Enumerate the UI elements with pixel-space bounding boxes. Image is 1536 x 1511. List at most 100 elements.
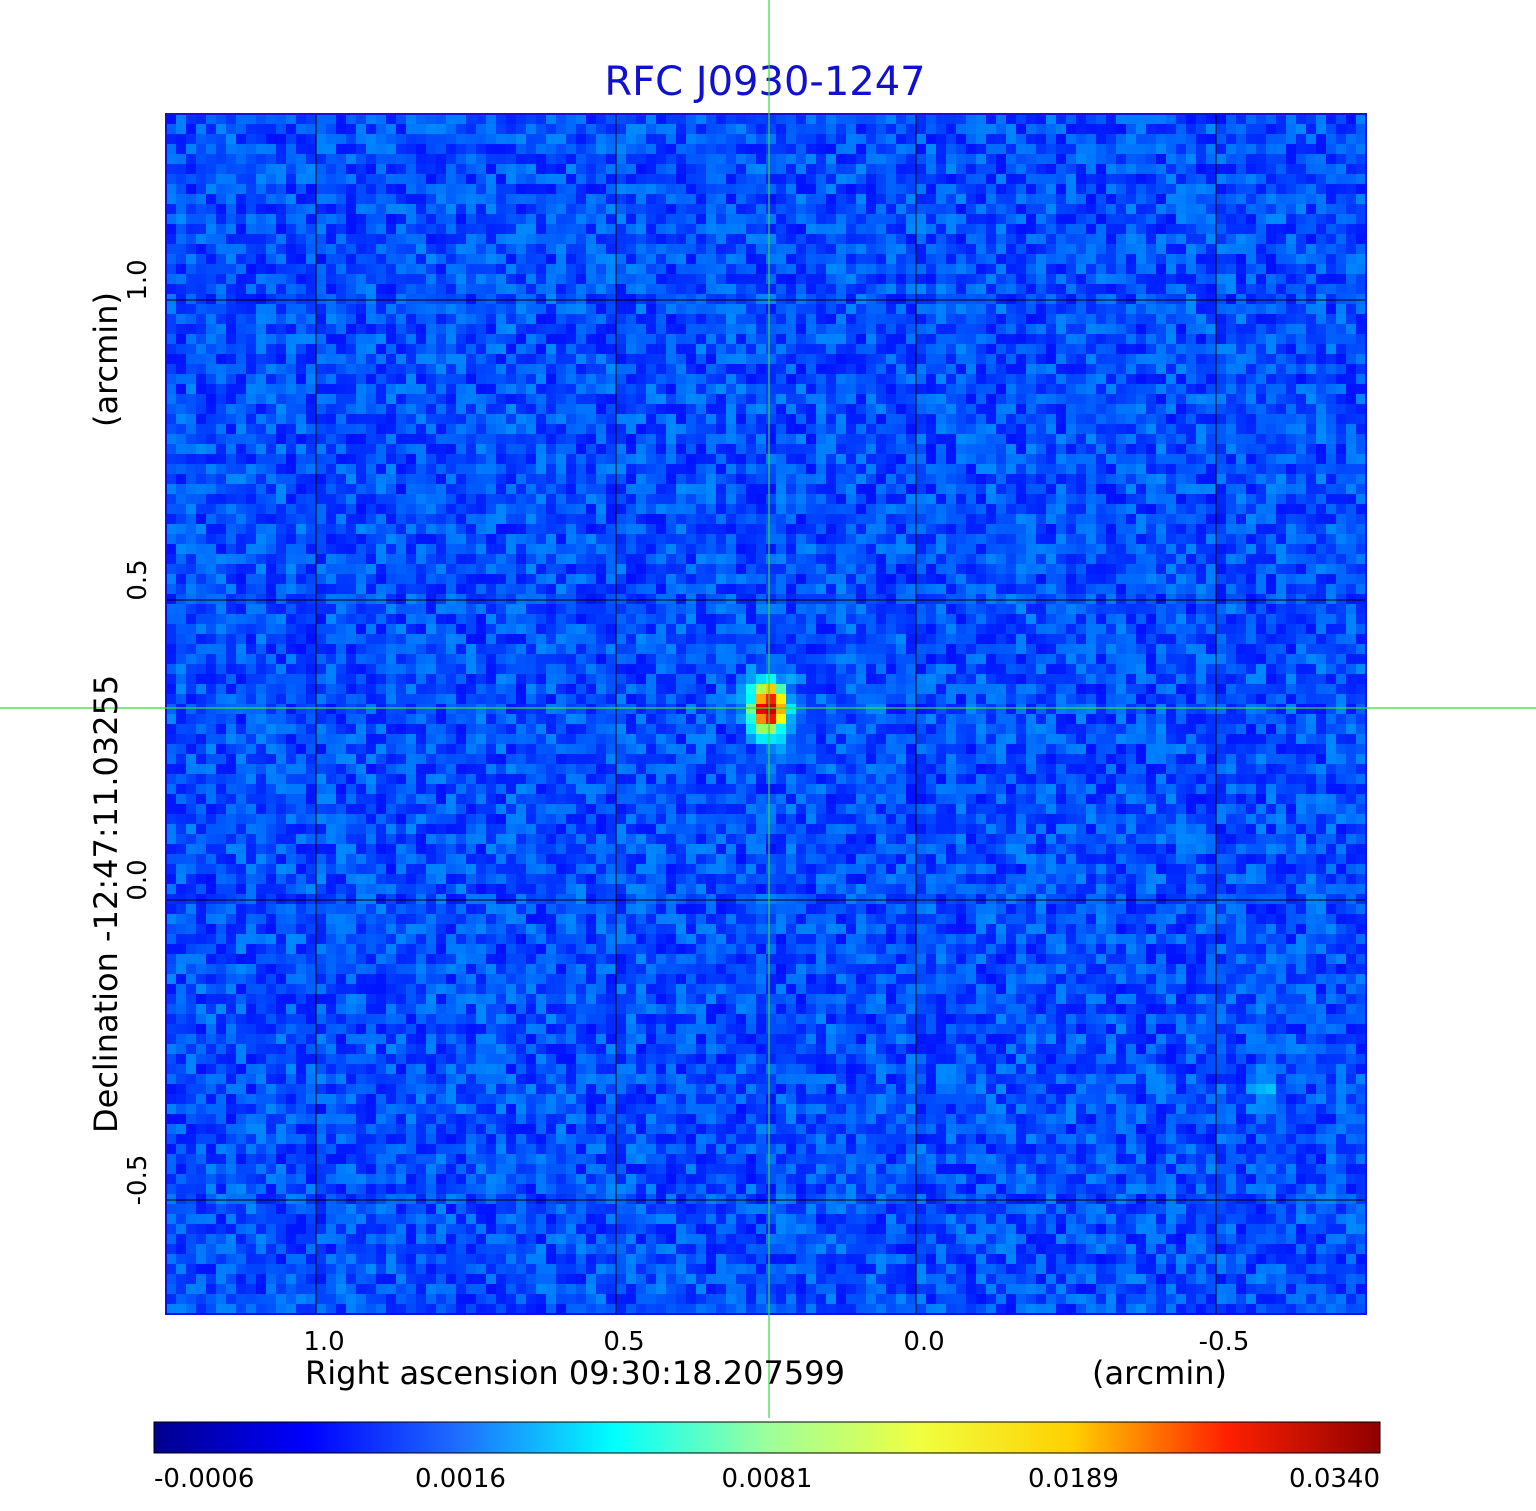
heatmap-cell [766, 424, 777, 435]
heatmap-cell [706, 524, 717, 535]
heatmap-cell [796, 524, 807, 535]
heatmap-cell [716, 294, 727, 305]
heatmap-cell [716, 254, 727, 265]
heatmap-cell [536, 514, 547, 525]
heatmap-cell [1226, 374, 1237, 385]
heatmap-cell [896, 464, 907, 475]
heatmap-cell [1216, 194, 1227, 205]
heatmap-cell [306, 164, 317, 175]
heatmap-cell [496, 174, 507, 185]
heatmap-cell [1136, 124, 1147, 135]
heatmap-cell [396, 194, 407, 205]
heatmap-cell [926, 184, 937, 195]
heatmap-cell [586, 494, 597, 505]
heatmap-cell [856, 384, 867, 395]
heatmap-cell [1046, 394, 1057, 405]
heatmap-cell [486, 404, 497, 415]
heatmap-cell [696, 124, 707, 135]
heatmap-cell [1296, 364, 1307, 375]
heatmap-cell [796, 204, 807, 215]
heatmap-cell [466, 294, 477, 305]
heatmap-cell [346, 424, 357, 435]
heatmap-cell [1076, 244, 1087, 255]
heatmap-cell [536, 114, 547, 125]
heatmap-cell [1356, 514, 1367, 525]
heatmap-cell [576, 264, 587, 275]
heatmap-cell [386, 194, 397, 205]
heatmap-cell [176, 204, 187, 215]
heatmap-cell [596, 494, 607, 505]
heatmap-cell [546, 524, 557, 535]
heatmap-cell [686, 474, 697, 485]
heatmap-cell [396, 114, 407, 125]
heatmap-cell [1256, 374, 1267, 385]
heatmap-cell [1226, 464, 1237, 475]
heatmap-cell [916, 374, 927, 385]
heatmap-cell [566, 384, 577, 395]
heatmap-cell [736, 164, 747, 175]
heatmap-cell [1346, 144, 1357, 155]
heatmap-cell [676, 474, 687, 485]
heatmap-cell [166, 274, 177, 285]
heatmap-cell [1236, 314, 1247, 325]
heatmap-cell [206, 294, 217, 305]
heatmap-cell [716, 494, 727, 505]
heatmap-cell [686, 134, 697, 145]
heatmap-cell [386, 354, 397, 365]
heatmap-cell [856, 304, 867, 315]
heatmap-cell [1266, 234, 1277, 245]
heatmap-cell [1306, 354, 1317, 365]
heatmap-cell [346, 194, 357, 205]
heatmap-cell [596, 174, 607, 185]
heatmap-cell [986, 464, 997, 475]
heatmap-cell [536, 374, 547, 385]
heatmap-cell [976, 154, 987, 165]
heatmap-cell [756, 484, 767, 495]
heatmap-cell [966, 314, 977, 325]
heatmap-cell [1346, 434, 1357, 445]
heatmap-cell [376, 434, 387, 445]
heatmap-cell [986, 334, 997, 345]
heatmap-cell [1216, 184, 1227, 195]
heatmap-cell [1006, 454, 1017, 465]
heatmap-cell [1356, 274, 1367, 285]
heatmap-cell [386, 364, 397, 375]
heatmap-cell [1066, 174, 1077, 185]
heatmap-cell [1036, 124, 1047, 135]
heatmap-cell [286, 154, 297, 165]
heatmap-cell [596, 184, 607, 195]
heatmap-cell [1066, 484, 1077, 495]
heatmap-cell [176, 494, 187, 505]
heatmap-cell [446, 424, 457, 435]
heatmap-cell [1056, 184, 1067, 195]
heatmap-cell [476, 484, 487, 495]
heatmap-cell [1116, 164, 1127, 175]
heatmap-cell [996, 514, 1007, 525]
heatmap-cell [896, 414, 907, 425]
heatmap-cell [856, 214, 867, 225]
heatmap-cell [496, 434, 507, 445]
heatmap-cell [696, 444, 707, 455]
heatmap-cell [736, 274, 747, 285]
heatmap-cell [256, 474, 267, 485]
heatmap-cell [1106, 304, 1117, 315]
heatmap-cell [1286, 324, 1297, 335]
heatmap-cell [486, 114, 497, 125]
heatmap-cell [456, 484, 467, 495]
heatmap-cell [696, 174, 707, 185]
heatmap-cell [906, 524, 917, 535]
heatmap-cell [676, 114, 687, 125]
heatmap-cell [506, 444, 517, 455]
heatmap-cell [1166, 194, 1177, 205]
heatmap-cell [1196, 454, 1207, 465]
heatmap-cell [1146, 124, 1157, 135]
heatmap-cell [886, 254, 897, 265]
heatmap-cell [266, 114, 277, 125]
heatmap-cell [166, 184, 177, 195]
heatmap-cell [986, 244, 997, 255]
heatmap-cell [1116, 344, 1127, 355]
heatmap-cell [306, 324, 317, 335]
heatmap-cell [506, 374, 517, 385]
heatmap-cell [956, 354, 967, 365]
heatmap-cell [1146, 244, 1157, 255]
